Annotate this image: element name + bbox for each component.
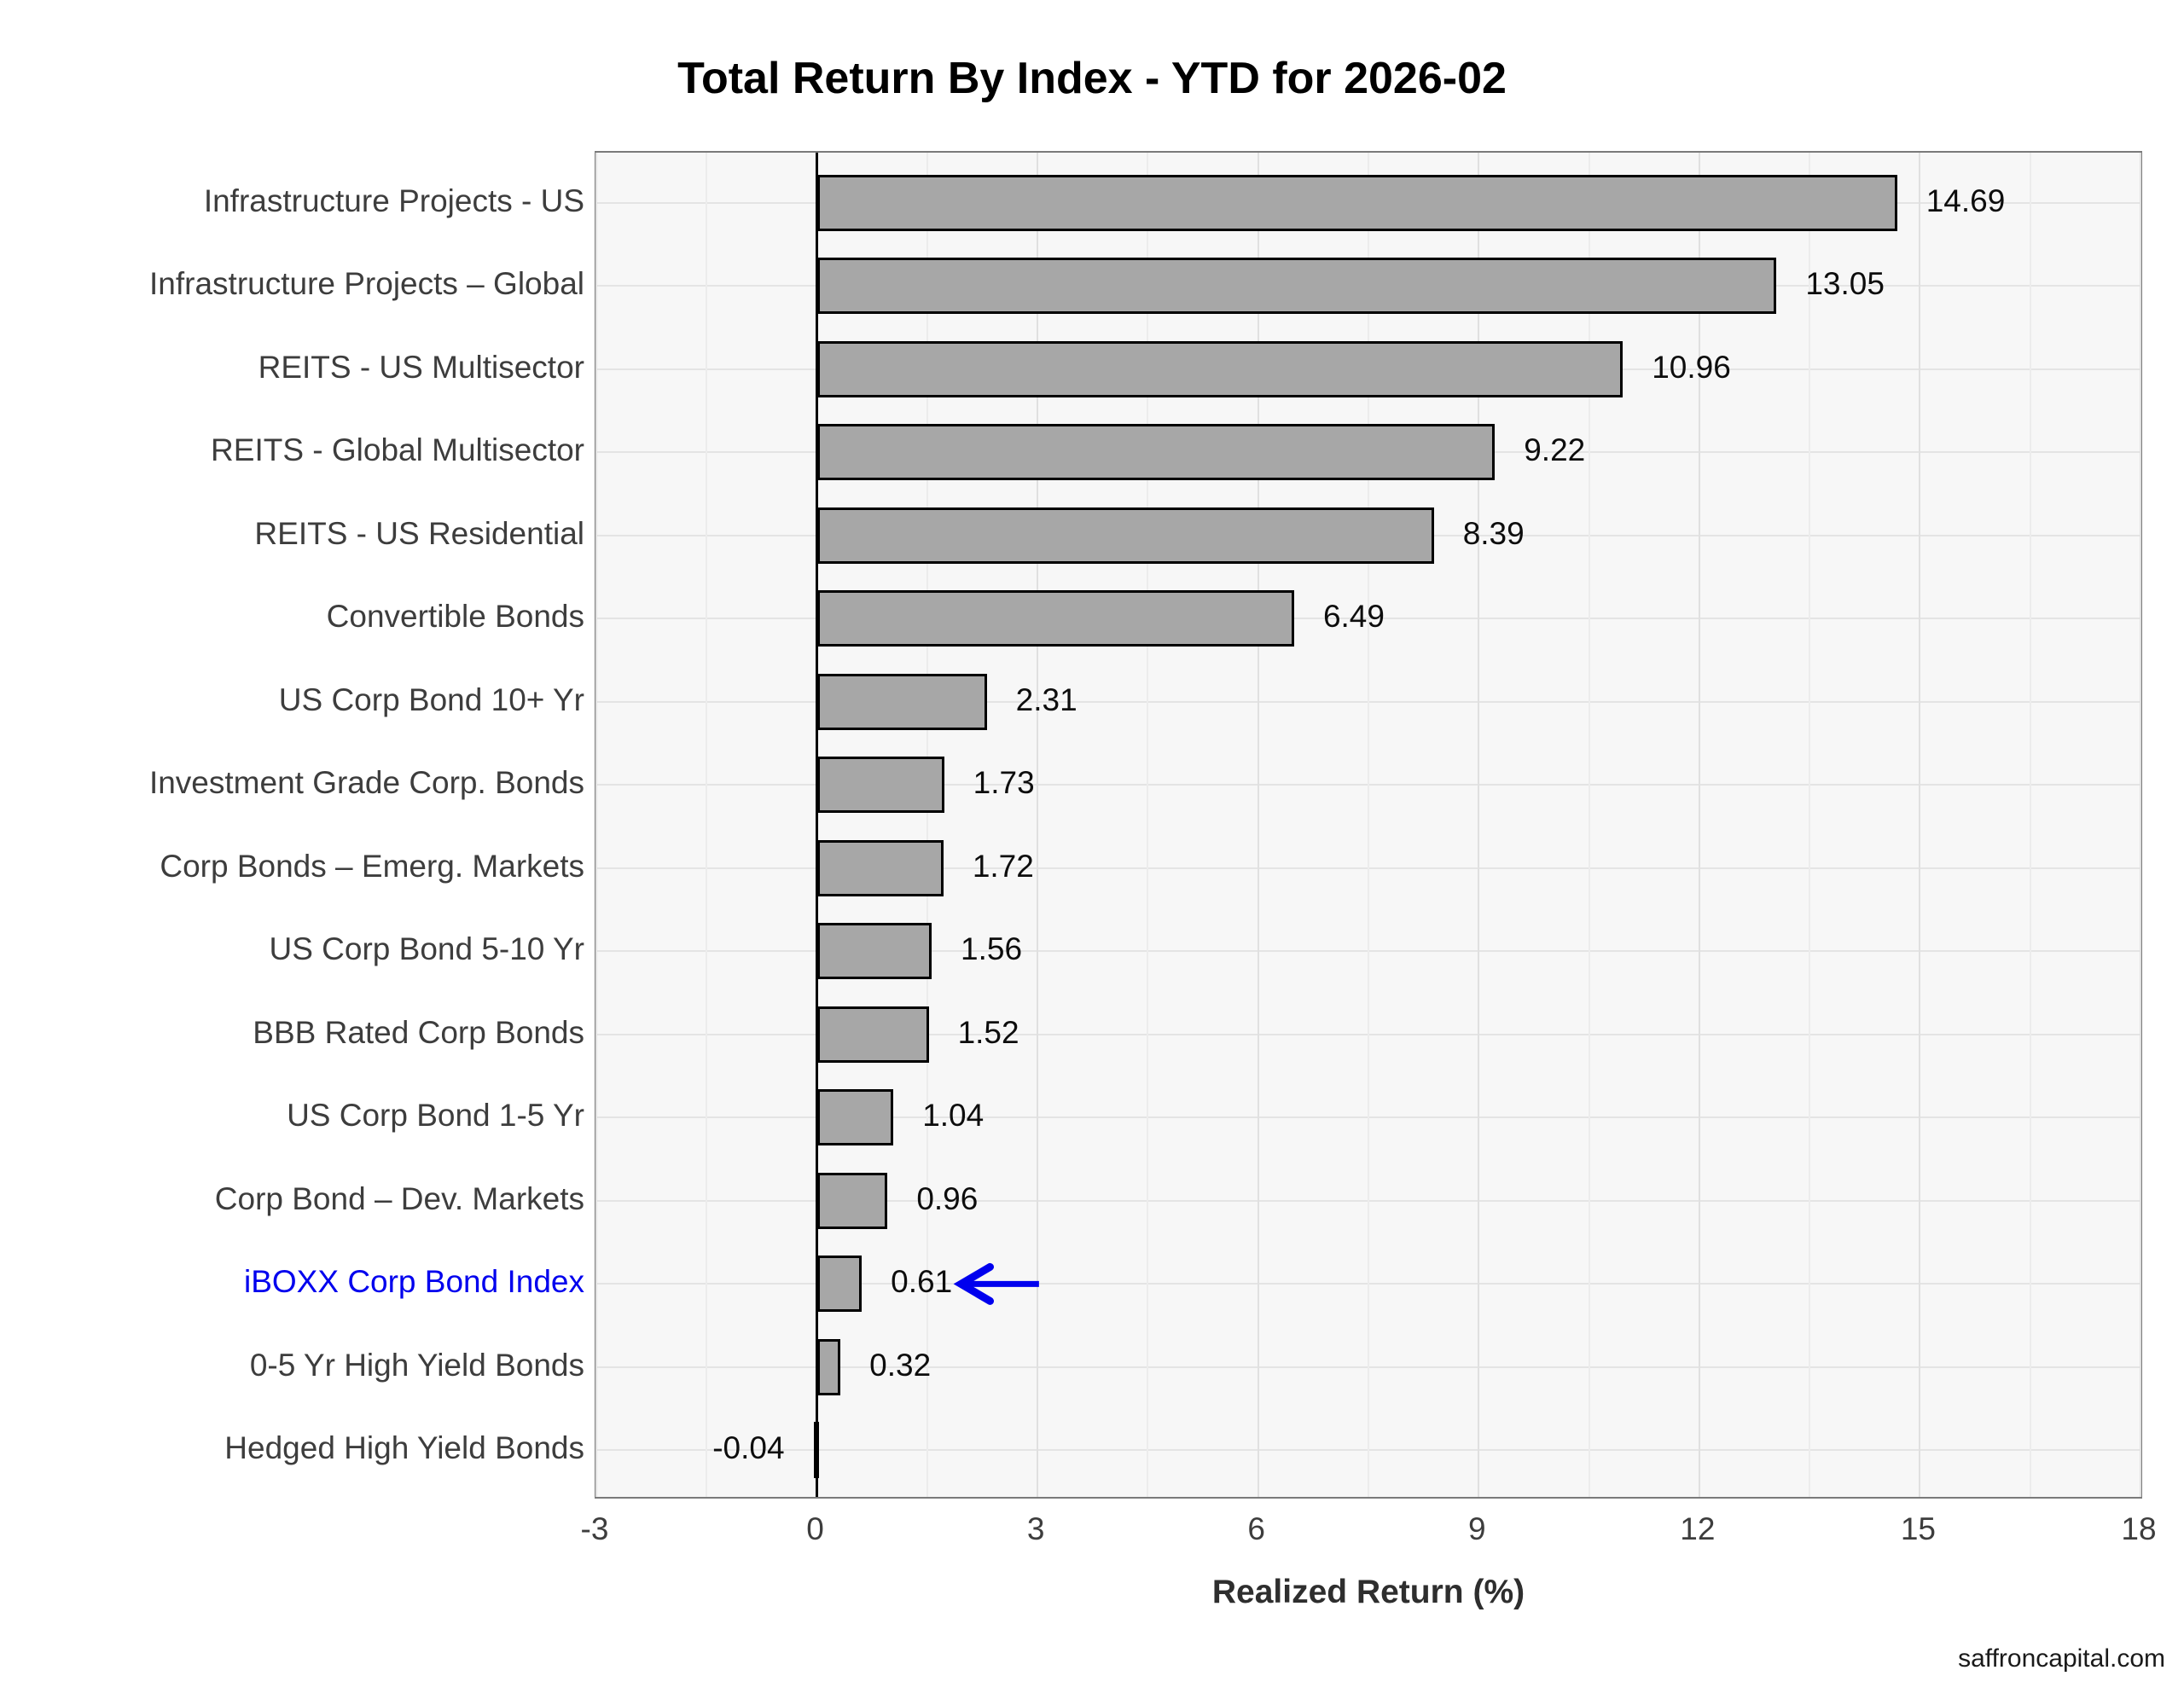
category-label: Corp Bond – Dev. Markets [214,1180,584,1216]
bar [816,424,1496,481]
category-label: 0-5 Yr High Yield Bonds [249,1347,584,1383]
value-label: 1.73 [973,765,1035,801]
gridline-vertical [1919,153,1921,1497]
category-label: US Corp Bond 10+ Yr [278,681,584,717]
value-label: 1.52 [957,1014,1019,1050]
bar [816,1172,888,1229]
value-label: -0.04 [712,1430,785,1466]
gridline-vertical [1147,153,1149,1497]
gridline-vertical [1368,153,1369,1497]
x-tick-label: 3 [1026,1511,1045,1546]
category-label: iBOXX Corp Bond Index [244,1264,584,1300]
category-label: REITS - Global Multisector [211,432,584,468]
x-tick-label: 12 [1680,1511,1716,1546]
value-label: 6.49 [1322,599,1385,635]
x-tick-label: 15 [1900,1511,1936,1546]
x-tick-label: 0 [806,1511,824,1546]
gridline-vertical [1698,153,1700,1497]
highlight-arrow-icon [953,1262,1039,1305]
gridline-vertical [2029,153,2031,1497]
value-label: 10.96 [1652,349,1731,385]
bar [816,757,944,814]
chart-title: Total Return By Index - YTD for 2026-02 [677,54,1507,103]
value-label: 1.56 [961,931,1023,967]
value-label: 8.39 [1462,515,1525,551]
bar [816,340,1623,397]
gridline-vertical [2140,153,2141,1497]
bar [816,1338,841,1395]
gridline-vertical [1588,153,1590,1497]
x-tick-label: -3 [580,1511,609,1546]
x-tick-label: 6 [1247,1511,1265,1546]
value-label: 2.31 [1015,681,1077,717]
bar [816,839,944,896]
category-label: Convertible Bonds [326,599,584,635]
value-label: 0.61 [891,1264,953,1300]
bar [816,258,1777,315]
bar [816,673,987,730]
gridline-vertical [1809,153,1811,1497]
bar [816,1006,929,1063]
plot-panel [595,151,2142,1499]
category-label: Corp Bonds – Emerg. Markets [160,848,584,884]
gridline-vertical [1037,153,1039,1497]
bar [816,590,1294,647]
gridline-vertical [1478,153,1480,1497]
value-label: 1.04 [922,1098,985,1134]
x-tick-label: 9 [1467,1511,1486,1546]
value-label: 13.05 [1805,266,1885,302]
value-label: 9.22 [1524,432,1586,468]
category-label: Infrastructure Projects – Global [149,266,584,302]
category-label: BBB Rated Corp Bonds [253,1014,584,1050]
gridline-vertical [706,153,708,1497]
gridline-vertical [926,153,928,1497]
category-label: US Corp Bond 1-5 Yr [287,1098,584,1134]
value-label: 14.69 [1926,183,2006,218]
bar [816,1256,863,1313]
value-label: 0.96 [916,1180,979,1216]
category-label: US Corp Bond 5-10 Yr [269,931,584,967]
category-label: Infrastructure Projects - US [203,183,584,218]
x-tick-label: 18 [2121,1511,2157,1546]
category-label: Investment Grade Corp. Bonds [148,765,584,801]
category-label: REITS - US Residential [254,515,584,551]
bar [816,507,1434,564]
value-label: 1.72 [972,848,1034,884]
watermark-text: saffroncapital.com [1958,1644,2165,1673]
bar [816,174,1897,231]
category-label: Hedged High Yield Bonds [224,1430,584,1466]
bar [814,1422,820,1479]
category-label: REITS - US Multisector [258,349,584,385]
bar [816,1089,894,1146]
zero-axis-line [816,153,819,1497]
gridline-vertical [1257,153,1259,1497]
x-axis-title: Realized Return (%) [1211,1574,1525,1610]
gridline-vertical [595,153,597,1497]
bar [816,923,932,980]
value-label: 0.32 [869,1347,932,1383]
